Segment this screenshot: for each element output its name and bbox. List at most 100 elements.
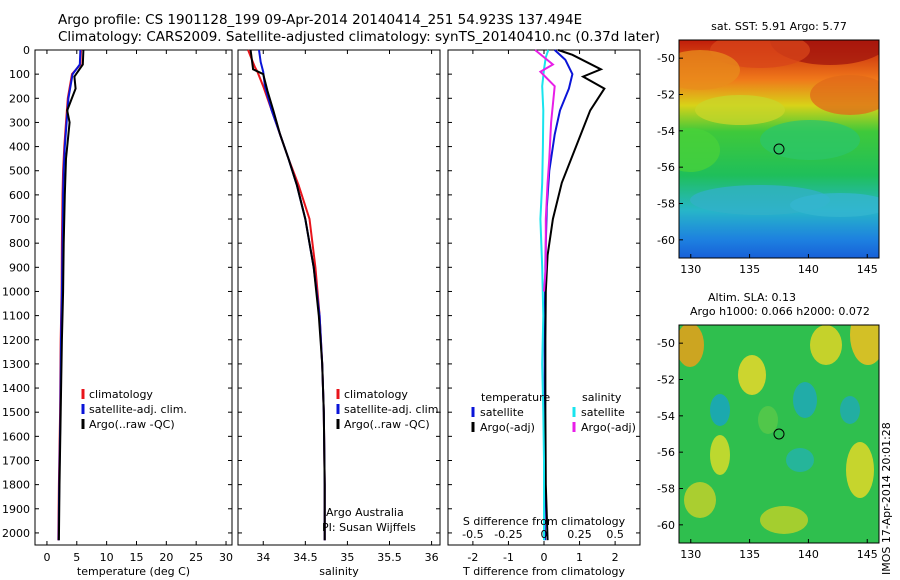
annotation-line: PI: Susan Wijffels [322,521,416,534]
x-tick-label: 135 [739,548,760,561]
x-tick-label: 1 [576,551,583,564]
x-tick-label: 15 [129,551,143,564]
y-tick-label: -56 [657,446,675,459]
x-tick-label: 145 [857,263,878,276]
sla-patch [850,325,879,365]
sla-patch [684,482,716,518]
sla-map-frame [678,324,880,544]
y-tick-label: 1100 [2,310,30,323]
panel-salinity: 34 34.5 35 35.5 36 salinity climatology satelli… [237,49,442,578]
sla-patch [710,435,730,475]
sla-map-title: Altim. SLA: 0.13 [708,291,796,304]
sst-patch [810,75,879,115]
sla-patch [760,506,808,534]
panel-sla-map: 130 135 140 145 -50 -52 -54 -56 -58 -60 Altim. SLA… [657,291,880,561]
figure-title-line2: Climatology: CARS2009. Satellite-adjuste… [58,29,661,45]
legend-label: satellite [581,406,625,419]
x-tick-label: 35 [340,551,354,564]
y-tick-label: 1700 [2,454,30,467]
y-tick-label: -56 [657,161,675,174]
top-tick-label: 0.25 [567,528,592,541]
sst-map-title: sat. SST: 5.91 Argo: 5.77 [711,20,847,33]
x-tick-label: 34 [256,551,270,564]
salinity-xlabel: salinity [319,565,359,578]
argo-location-marker [773,428,785,440]
y-tick-label: 1500 [2,406,30,419]
sla-patch [738,355,766,395]
y-tick-label: 1800 [2,479,30,492]
x-tick-label: -1 [503,551,514,564]
y-tick-label: 700 [9,213,30,226]
sla-map-subtitle: Argo h1000: 0.066 h2000: 0.072 [690,305,870,318]
difference-xlabel: T difference from climatology [462,565,625,578]
y-tick-label: 400 [9,141,30,154]
y-tick-label: -52 [657,89,675,102]
x-tick-label: 20 [159,551,173,564]
sst-map-field [679,40,879,258]
sla-patch [793,382,817,418]
legend-label: Argo(..raw -QC) [89,418,175,431]
y-tick-label: -50 [657,337,675,350]
panel-difference: -2 -1 0 1 2T difference from climatology -0.5… [447,49,641,578]
x-tick-label: 130 [680,548,701,561]
sla-patch [786,448,814,472]
sla-patch [846,442,874,498]
x-tick-label: 5 [73,551,80,564]
sla-patch [758,406,778,434]
y-tick-label: -54 [657,125,675,138]
legend-label: climatology [344,388,408,401]
legend-title: temperature [481,391,550,404]
x-tick-label: 36 [425,551,439,564]
salinity-frame [237,49,441,546]
figure-title-line1: Argo profile: CS 1901128_199 09-Apr-2014… [58,12,583,28]
sla-patch [840,396,860,424]
y-tick-label: 600 [9,189,30,202]
y-tick-label: 1900 [2,503,30,516]
series-line [544,49,606,541]
x-tick-label: 145 [857,548,878,561]
y-tick-label: -54 [657,410,675,423]
temperature-xlabel: temperature (deg C) [77,565,190,578]
y-tick-label: -50 [657,52,675,65]
series-line [534,49,556,292]
y-tick-label: -60 [657,519,675,532]
y-tick-label: 1200 [2,334,30,347]
x-tick-label: 35.5 [377,551,402,564]
sla-patch [710,394,730,426]
top-tick-label: 0.5 [606,528,624,541]
legend-label: satellite-adj. clim. [89,403,187,416]
top-tick-label: -0.25 [494,528,522,541]
top-tick-label: 0 [541,528,548,541]
temperature-frame [34,49,233,546]
y-tick-label: 0 [23,44,30,57]
argo-location-marker [773,143,785,155]
series-line [249,49,326,541]
x-tick-label: 0 [43,551,50,564]
sla-map-field [679,325,879,543]
legend-label: satellite-adj. clim. [344,403,442,416]
y-tick-label: 300 [9,116,30,129]
sst-patch [695,95,785,125]
x-tick-label: 135 [739,263,760,276]
x-tick-label: -2 [467,551,478,564]
legend-label: climatology [89,388,153,401]
x-tick-label: 2 [612,551,619,564]
difference-top-label: S difference from climatology [463,515,626,528]
x-tick-label: 130 [680,263,701,276]
panel-temperature: 0 5 10 15 20 25 300100200300400500600700800900… [2,44,233,578]
sst-map-frame [678,39,880,259]
legend-label: Argo(-adj) [480,421,535,434]
series-line [57,49,85,541]
y-tick-label: 500 [9,165,30,178]
legend-label: satellite [480,406,524,419]
y-tick-label: 100 [9,68,30,81]
legend-title: salinity [582,391,622,404]
legend-label: Argo(-adj) [581,421,636,434]
y-tick-label: 900 [9,261,30,274]
x-tick-label: 25 [189,551,203,564]
y-tick-label: 800 [9,237,30,250]
y-tick-label: -58 [657,483,675,496]
x-tick-label: 10 [100,551,114,564]
x-tick-label: 34.5 [293,551,318,564]
